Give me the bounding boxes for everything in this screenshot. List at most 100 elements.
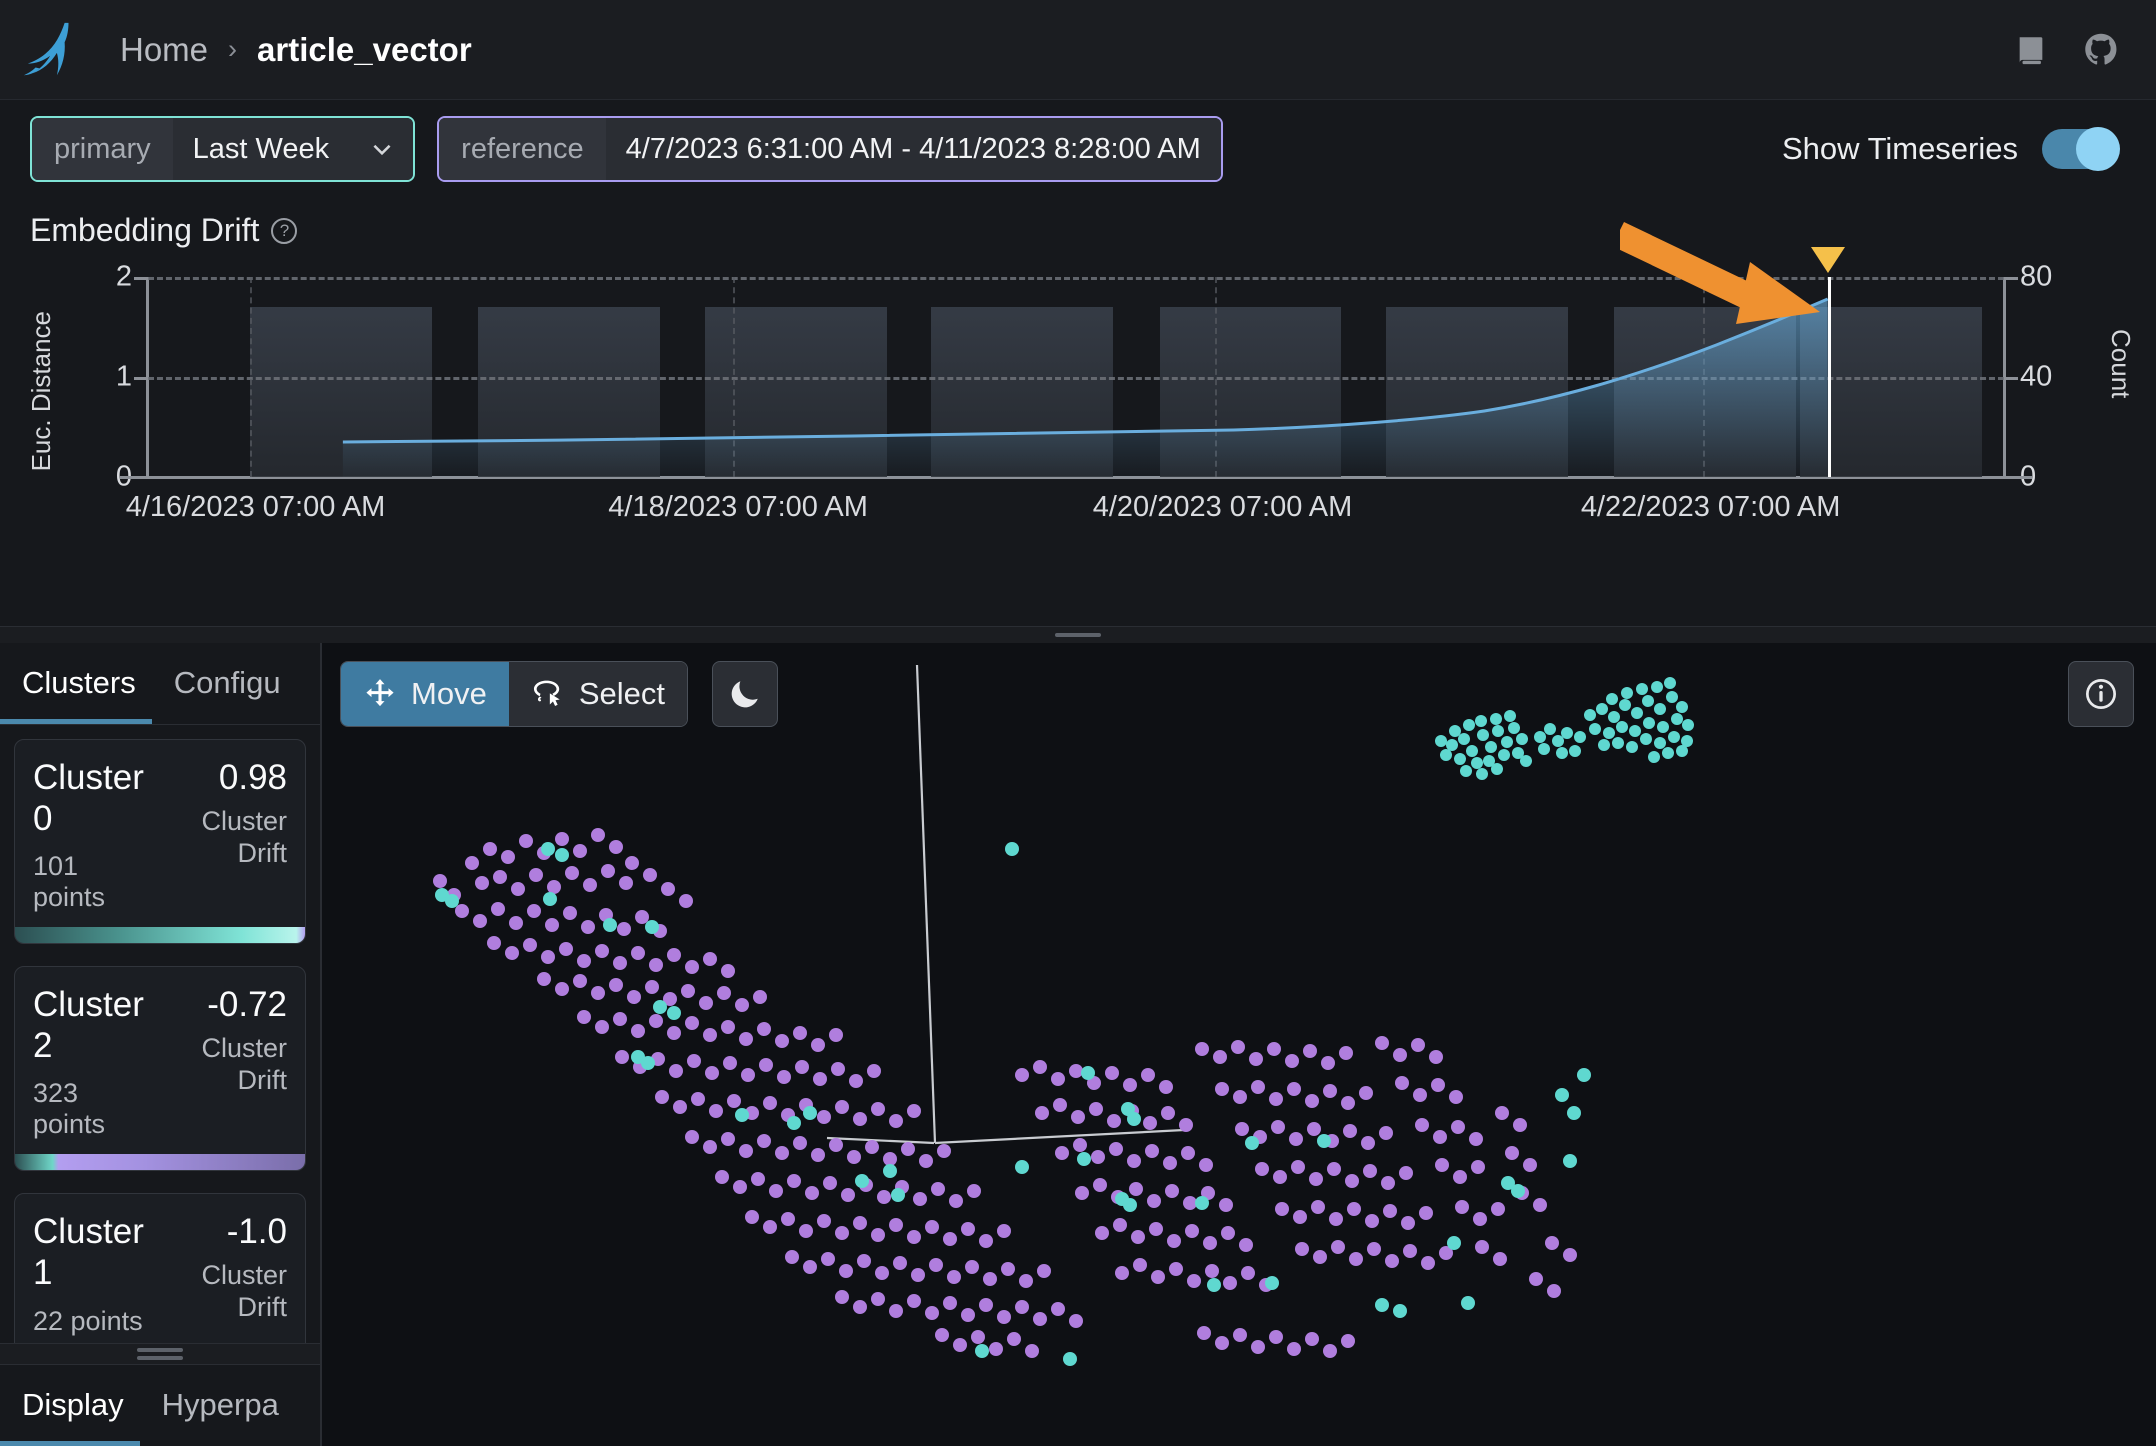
x-axis-spine xyxy=(120,476,2032,479)
primary-value-wrap[interactable]: Last Week xyxy=(172,118,414,180)
tab-display[interactable]: Display xyxy=(0,1365,140,1446)
cluster-name: Cluster 0 xyxy=(33,758,144,838)
y-axis-label-right: Count xyxy=(2106,329,2136,399)
cluster-card-body: Cluster 2 323 points -0.72 Cluster Drift xyxy=(15,967,305,1154)
cluster-name: Cluster 1 xyxy=(33,1212,144,1293)
time-cursor-line[interactable] xyxy=(1827,277,1831,477)
cluster-card-right: 0.98 Cluster Drift xyxy=(163,758,287,913)
breadcrumb-current: article_vector xyxy=(257,30,472,68)
cluster-list[interactable]: Cluster 0 101 points 0.98 Cluster Drift xyxy=(0,725,320,1344)
cluster-points-primary xyxy=(433,828,1577,1359)
top-bar-actions xyxy=(2014,33,2118,67)
xtick-1: 4/18/2023 07:00 AM xyxy=(608,491,868,523)
cluster-card-right: -1.0 Cluster Drift xyxy=(163,1212,287,1336)
move-tool-label: Move xyxy=(411,676,487,712)
cluster-drift-label: Cluster Drift xyxy=(201,1033,287,1096)
cluster-point-count: 101 points xyxy=(33,851,106,913)
timeseries-control: Show Timeseries xyxy=(1782,127,2120,171)
tab-configuration[interactable]: Configu xyxy=(173,665,281,701)
xtick-0: 4/16/2023 07:00 AM xyxy=(125,491,386,523)
drift-line xyxy=(343,299,1828,442)
sidebar-bottom-tabs: Display Hyperpa xyxy=(0,1364,320,1446)
tab-clusters[interactable]: Clusters xyxy=(0,643,152,725)
cluster-composition-bar xyxy=(15,1154,305,1171)
x-axis-labels: 4/16/2023 07:00 AM 4/18/2023 07:00 AM 4/… xyxy=(126,491,2004,537)
cluster-drift-label: Cluster Drift xyxy=(201,806,287,868)
plot-area: 0 1 2 0 40 80 xyxy=(116,247,2052,493)
point-cloud-viewport[interactable]: Move Select xyxy=(322,643,2156,1446)
ytick-right-1: 40 xyxy=(2020,360,2053,393)
breadcrumb-separator: › xyxy=(228,34,238,64)
breadcrumb-home[interactable]: Home xyxy=(120,30,209,68)
cluster-card-left: Cluster 2 323 points xyxy=(33,985,155,1140)
primary-tag: primary xyxy=(32,118,173,180)
cluster-points-reference xyxy=(1435,677,1694,781)
info-button-wrap xyxy=(2068,661,2134,728)
dark-mode-toggle[interactable] xyxy=(711,661,778,728)
gridline-x2 xyxy=(1215,277,1218,477)
cluster-name: Cluster 2 xyxy=(33,985,144,1065)
cluster-drift-value: -0.72 xyxy=(207,985,287,1025)
splitter-grip xyxy=(137,1348,183,1353)
cluster-card-body: Cluster 1 22 points -1.0 Cluster Drift xyxy=(15,1194,305,1343)
arrows-move-icon xyxy=(366,679,394,707)
move-tool[interactable]: Move xyxy=(341,662,509,727)
docs-book-icon[interactable] xyxy=(2014,33,2048,67)
viewport-toolbar: Move Select xyxy=(340,661,778,728)
drift-chart[interactable]: Euc. Distance Count 0 1 2 0 40 80 xyxy=(0,222,2156,559)
reference-time-range-value: 4/7/2023 6:31:00 AM - 4/11/2023 8:28:00 … xyxy=(605,118,1221,180)
moon-icon xyxy=(731,681,758,708)
ytick-mark-right-2 xyxy=(2004,277,2018,280)
primary-time-range-value: Last Week xyxy=(192,132,330,165)
cluster-card-left: Cluster 0 101 points xyxy=(33,758,155,913)
show-timeseries-toggle[interactable] xyxy=(2042,127,2120,171)
cluster-drift-value: -1.0 xyxy=(226,1212,287,1252)
phoenix-bird-logo[interactable] xyxy=(22,19,84,81)
gridline-y1 xyxy=(148,377,2004,380)
cluster-points-reference-mixed xyxy=(435,842,1591,1367)
xtick-2: 4/20/2023 07:00 AM xyxy=(1092,491,1353,523)
triangle-down-marker[interactable] xyxy=(1810,247,1845,273)
lasso-select-icon xyxy=(533,680,560,707)
cluster-card-body: Cluster 0 101 points 0.98 Cluster Drift xyxy=(15,740,305,927)
xtick-3: 4/22/2023 07:00 AM xyxy=(1580,491,1841,523)
mode-toggle-group: Move Select xyxy=(340,661,688,728)
primary-dataset-selector[interactable]: primary Last Week xyxy=(30,116,416,182)
clusters-sidebar: Clusters Configu Cluster 0 101 points 0.… xyxy=(0,643,322,1446)
cluster-card-right: -0.72 Cluster Drift xyxy=(163,985,287,1140)
control-bar: primary Last Week reference 4/7/2023 6:3… xyxy=(0,100,2156,198)
cluster-card-1[interactable]: Cluster 1 22 points -1.0 Cluster Drift xyxy=(14,1193,306,1344)
question-circle-icon[interactable]: ? xyxy=(271,217,298,244)
cluster-point-count: 22 points xyxy=(33,1305,143,1336)
cluster-card-2[interactable]: Cluster 2 323 points -0.72 Cluster Drift xyxy=(14,966,306,1172)
breadcrumb: Home › article_vector xyxy=(120,31,472,69)
drift-series xyxy=(148,277,2004,477)
cluster-composition-bar xyxy=(15,927,305,944)
scene-axes xyxy=(826,665,1185,1145)
sidebar-tabs: Clusters Configu xyxy=(0,643,320,726)
select-tool[interactable]: Select xyxy=(508,662,687,727)
sidebar-splitter[interactable] xyxy=(0,1343,320,1364)
splitter-grip xyxy=(1055,633,1101,638)
drift-area-fill xyxy=(342,299,1828,477)
cluster-card-0[interactable]: Cluster 0 101 points 0.98 Cluster Drift xyxy=(14,739,306,945)
lower-section: Clusters Configu Cluster 0 101 points 0.… xyxy=(0,643,2156,1446)
tab-hyperparameters[interactable]: Hyperpa xyxy=(161,1387,279,1422)
reference-dataset-selector[interactable]: reference 4/7/2023 6:31:00 AM - 4/11/202… xyxy=(437,116,1223,182)
github-icon[interactable] xyxy=(2084,33,2118,67)
panel-splitter-horizontal[interactable] xyxy=(0,626,2156,644)
y-axis-label-left: Euc. Distance xyxy=(26,311,56,472)
ytick-left-2: 2 xyxy=(115,260,132,293)
chevron-down-icon[interactable] xyxy=(369,136,395,162)
cluster-drift-value: 0.98 xyxy=(218,758,287,798)
ytick-mark-right-1 xyxy=(2004,377,2018,380)
info-circle-icon xyxy=(2086,679,2116,710)
top-bar: Home › article_vector xyxy=(0,0,2156,100)
info-button[interactable] xyxy=(2068,661,2134,728)
umap-point-cloud[interactable] xyxy=(322,643,2156,1446)
splitter-grip xyxy=(137,1356,183,1361)
ytick-mark-left-1 xyxy=(134,377,148,380)
ytick-right-2: 80 xyxy=(2020,260,2053,293)
ytick-mark-left-2 xyxy=(134,277,148,280)
cluster-drift-label: Cluster Drift xyxy=(201,1260,287,1323)
